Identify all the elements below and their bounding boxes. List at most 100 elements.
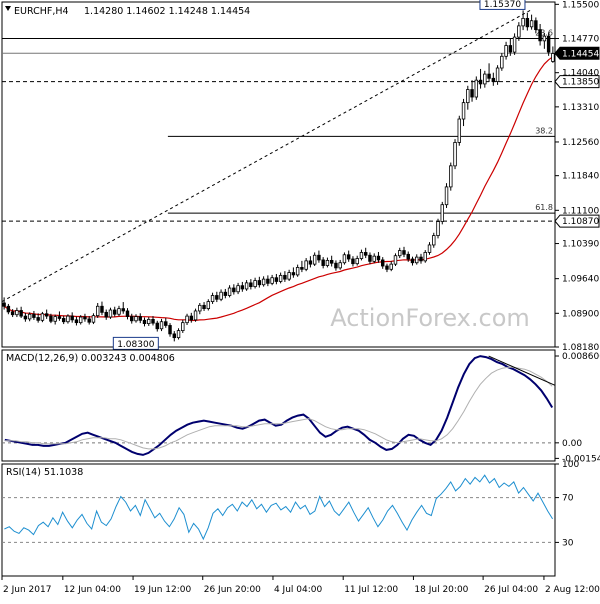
candle (78, 315, 83, 325)
candle (308, 256, 313, 268)
candle-body-down (223, 291, 228, 296)
candle (164, 317, 168, 328)
y-axis-tick-label: 1.11100 (562, 206, 599, 216)
candle (372, 253, 376, 264)
candle-body-up (444, 186, 449, 206)
candle-body-up (551, 53, 555, 62)
candle-body-down (249, 282, 253, 288)
candle-body-up (517, 25, 521, 38)
candle (95, 302, 100, 318)
candle (495, 65, 500, 85)
candle (534, 17, 538, 34)
candle-body-up (27, 313, 32, 320)
candle-body-up (512, 36, 517, 53)
candle (300, 260, 304, 273)
candle (304, 258, 308, 272)
candle-body-down (121, 308, 125, 312)
x-axis-tick-label: 26 Jun 20:00 (204, 585, 261, 595)
y-axis-tick-label: 1.11840 (562, 172, 599, 182)
candle-body-up (483, 73, 487, 85)
candle (440, 201, 444, 225)
candle-body-down (329, 259, 334, 264)
candle-body-up (91, 315, 96, 323)
candle (151, 316, 155, 326)
candle-body-down (202, 304, 206, 310)
candle (121, 302, 125, 314)
candle-body-down (321, 259, 325, 266)
y-axis-tick-label: 1.14770 (562, 35, 599, 45)
candle-body-down (232, 287, 236, 293)
candle (223, 288, 228, 299)
y-axis-tick-label: 1.09640 (562, 275, 599, 285)
macd-line (4, 355, 554, 456)
candle-body-down (70, 315, 74, 321)
candle-body-up (449, 165, 453, 188)
candle-body-down (368, 254, 372, 262)
candle-body-down (478, 79, 483, 85)
candle-body-up (372, 255, 376, 262)
candle (398, 247, 402, 259)
candle-body-down (104, 311, 108, 318)
candle (546, 32, 551, 56)
candle-body-up (542, 35, 547, 42)
chart-ohlc-label: 1.14280 1.14602 1.14248 1.14454 (84, 6, 250, 17)
y-axis-tick-label: 1.08180 (562, 343, 599, 353)
candle (117, 305, 121, 317)
candle (6, 303, 11, 315)
candle-body-up (504, 45, 508, 57)
candle-body-up (253, 280, 257, 288)
candle (215, 291, 219, 303)
candle-body-up (461, 102, 466, 120)
y-axis-tick-label: 1.14040 (562, 69, 599, 79)
candle-body-down (125, 310, 130, 317)
macd-y-tick-label: 0.008606 (562, 352, 600, 362)
candle-body-up (440, 204, 444, 222)
candle (529, 14, 534, 30)
candle (189, 312, 194, 323)
candle-body-down (138, 316, 142, 321)
price-badge-box (554, 214, 600, 228)
x-axis-tick-label: 19 Jun 12:00 (134, 585, 191, 595)
candle-body-down (508, 45, 513, 53)
candle (61, 315, 66, 325)
candle (278, 272, 283, 284)
candle-body-down (538, 29, 542, 42)
candle (198, 302, 202, 315)
candle (415, 254, 419, 265)
candle (487, 63, 491, 83)
candle (542, 32, 547, 49)
candle (342, 252, 347, 265)
candle (491, 72, 496, 86)
price-badge-text: 1.10870 (562, 217, 599, 227)
price-annotation-0: 1.15370 (479, 0, 526, 10)
candle (444, 183, 449, 208)
candle-body-down (546, 35, 551, 53)
candle-body-down (215, 295, 219, 300)
macd-trendline (488, 355, 556, 386)
candle (113, 306, 117, 317)
candle-body-down (381, 259, 385, 267)
candle (359, 249, 364, 261)
candle (381, 257, 385, 269)
x-axis-tick-label: 2 Aug 12:00 (545, 585, 600, 595)
candle (70, 312, 74, 323)
candle-body-down (61, 318, 66, 323)
candle (457, 115, 462, 146)
candle (508, 38, 513, 56)
candle-body-down (491, 77, 496, 82)
candle (227, 285, 232, 298)
candle-body-down (189, 315, 194, 321)
candle-body-up (466, 89, 470, 104)
candle (32, 310, 36, 320)
candle-body-up (342, 254, 347, 264)
candle (19, 306, 23, 318)
candle (449, 162, 453, 191)
candle-body-up (185, 315, 189, 324)
candle-body-down (32, 313, 36, 318)
price-badge-2: 1.10870 (554, 214, 600, 228)
candle (83, 313, 87, 322)
candle-body-down (410, 258, 415, 264)
candle-body-down (164, 321, 168, 326)
candle-body-up (219, 291, 223, 300)
candle-body-up (206, 301, 211, 310)
